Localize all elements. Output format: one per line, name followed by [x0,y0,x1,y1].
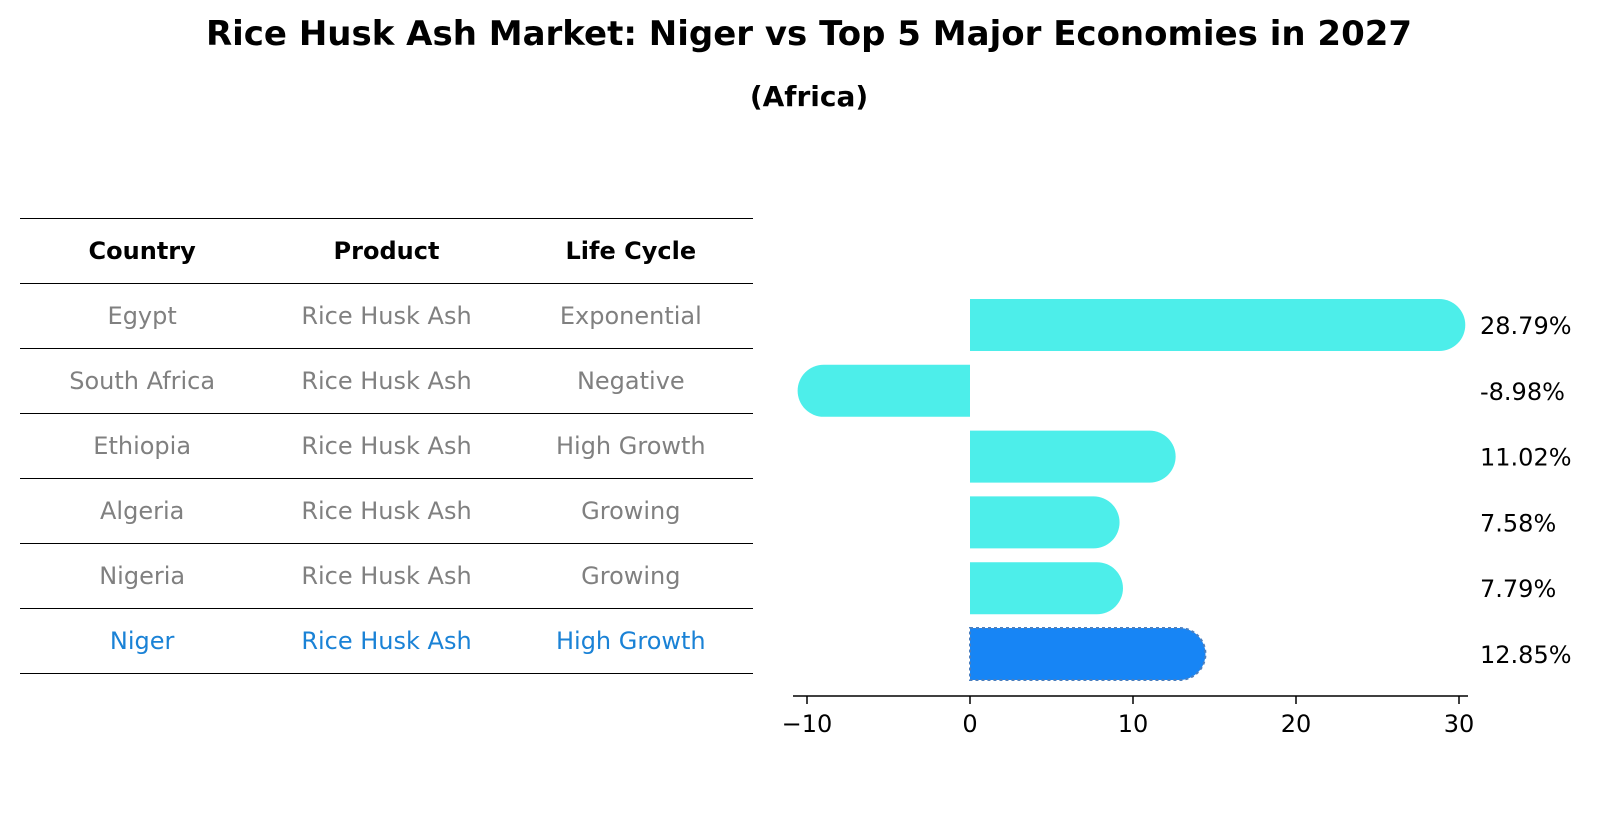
bar-value-label: 7.79% [1480,575,1556,603]
cell-life-cycle: Negative [576,367,685,395]
table-rule [20,413,753,414]
bar-value-label: -8.98% [1480,378,1565,406]
cell-life-cycle: Growing [581,497,681,525]
table-row-south-africa: South Africa Rice Husk Ash Negative [20,349,753,413]
table-row-niger: Niger Rice Husk Ash High Growth [20,609,753,673]
bar-egypt [970,299,1466,351]
cell-product: Rice Husk Ash [301,432,472,460]
cell-life-cycle: Exponential [559,302,702,330]
bar-value-label: 11.02% [1480,444,1572,472]
bar-south-africa [797,364,970,417]
cell-country: Nigeria [99,562,186,590]
cell-life-cycle: High Growth [555,627,706,655]
x-tick-label: 10 [1118,710,1149,738]
cell-product: Rice Husk Ash [301,367,472,395]
header-country: Country [88,237,196,265]
table-bottom-rule [20,673,753,674]
bar-nigeria [970,562,1123,615]
bar-algeria [970,496,1120,549]
cell-country: South Africa [69,367,216,395]
table-row-algeria: Algeria Rice Husk Ash Growing [20,479,753,543]
bar-value-label: 7.58% [1480,509,1556,537]
cell-product: Rice Husk Ash [301,302,472,330]
chart-subtitle: (Africa) [749,80,869,113]
cell-life-cycle: High Growth [555,432,706,460]
cell-country: Egypt [107,302,177,330]
table-top-rule [20,218,753,219]
cell-life-cycle: Growing [581,562,681,590]
bar-niger [969,627,1207,681]
header-life-cycle: Life Cycle [565,237,697,265]
table-rule [20,543,753,544]
x-tick-label: 30 [1444,710,1475,738]
bar-ethiopia [970,430,1176,483]
x-tick-label: 20 [1281,710,1312,738]
cell-product: Rice Husk Ash [301,497,472,525]
x-tick-label: 0 [962,710,977,738]
table-rule [20,283,753,284]
x-tick-label: −10 [782,710,833,738]
table-row-ethiopia: Ethiopia Rice Husk Ash High Growth [20,414,753,478]
cell-country: Niger [109,627,175,655]
bar-value-label: 12.85% [1480,641,1572,669]
table-row-egypt: Egypt Rice Husk Ash Exponential [20,284,753,348]
cell-product: Rice Husk Ash [301,627,472,655]
cell-product: Rice Husk Ash [301,562,472,590]
table-rule [20,348,753,349]
market-table: Country Product Life Cycle Egypt Rice Hu… [20,218,753,674]
table-rule [20,478,753,479]
cell-country: Algeria [100,497,185,525]
header-product: Product [333,237,440,265]
table-rule [20,608,753,609]
table-header-row: Country Product Life Cycle [20,219,753,283]
cell-country: Ethiopia [93,432,192,460]
bar-value-label: 28.79% [1480,312,1572,340]
chart-title: Rice Husk Ash Market: Niger vs Top 5 Maj… [205,14,1413,54]
table-row-nigeria: Nigeria Rice Husk Ash Growing [20,544,753,608]
